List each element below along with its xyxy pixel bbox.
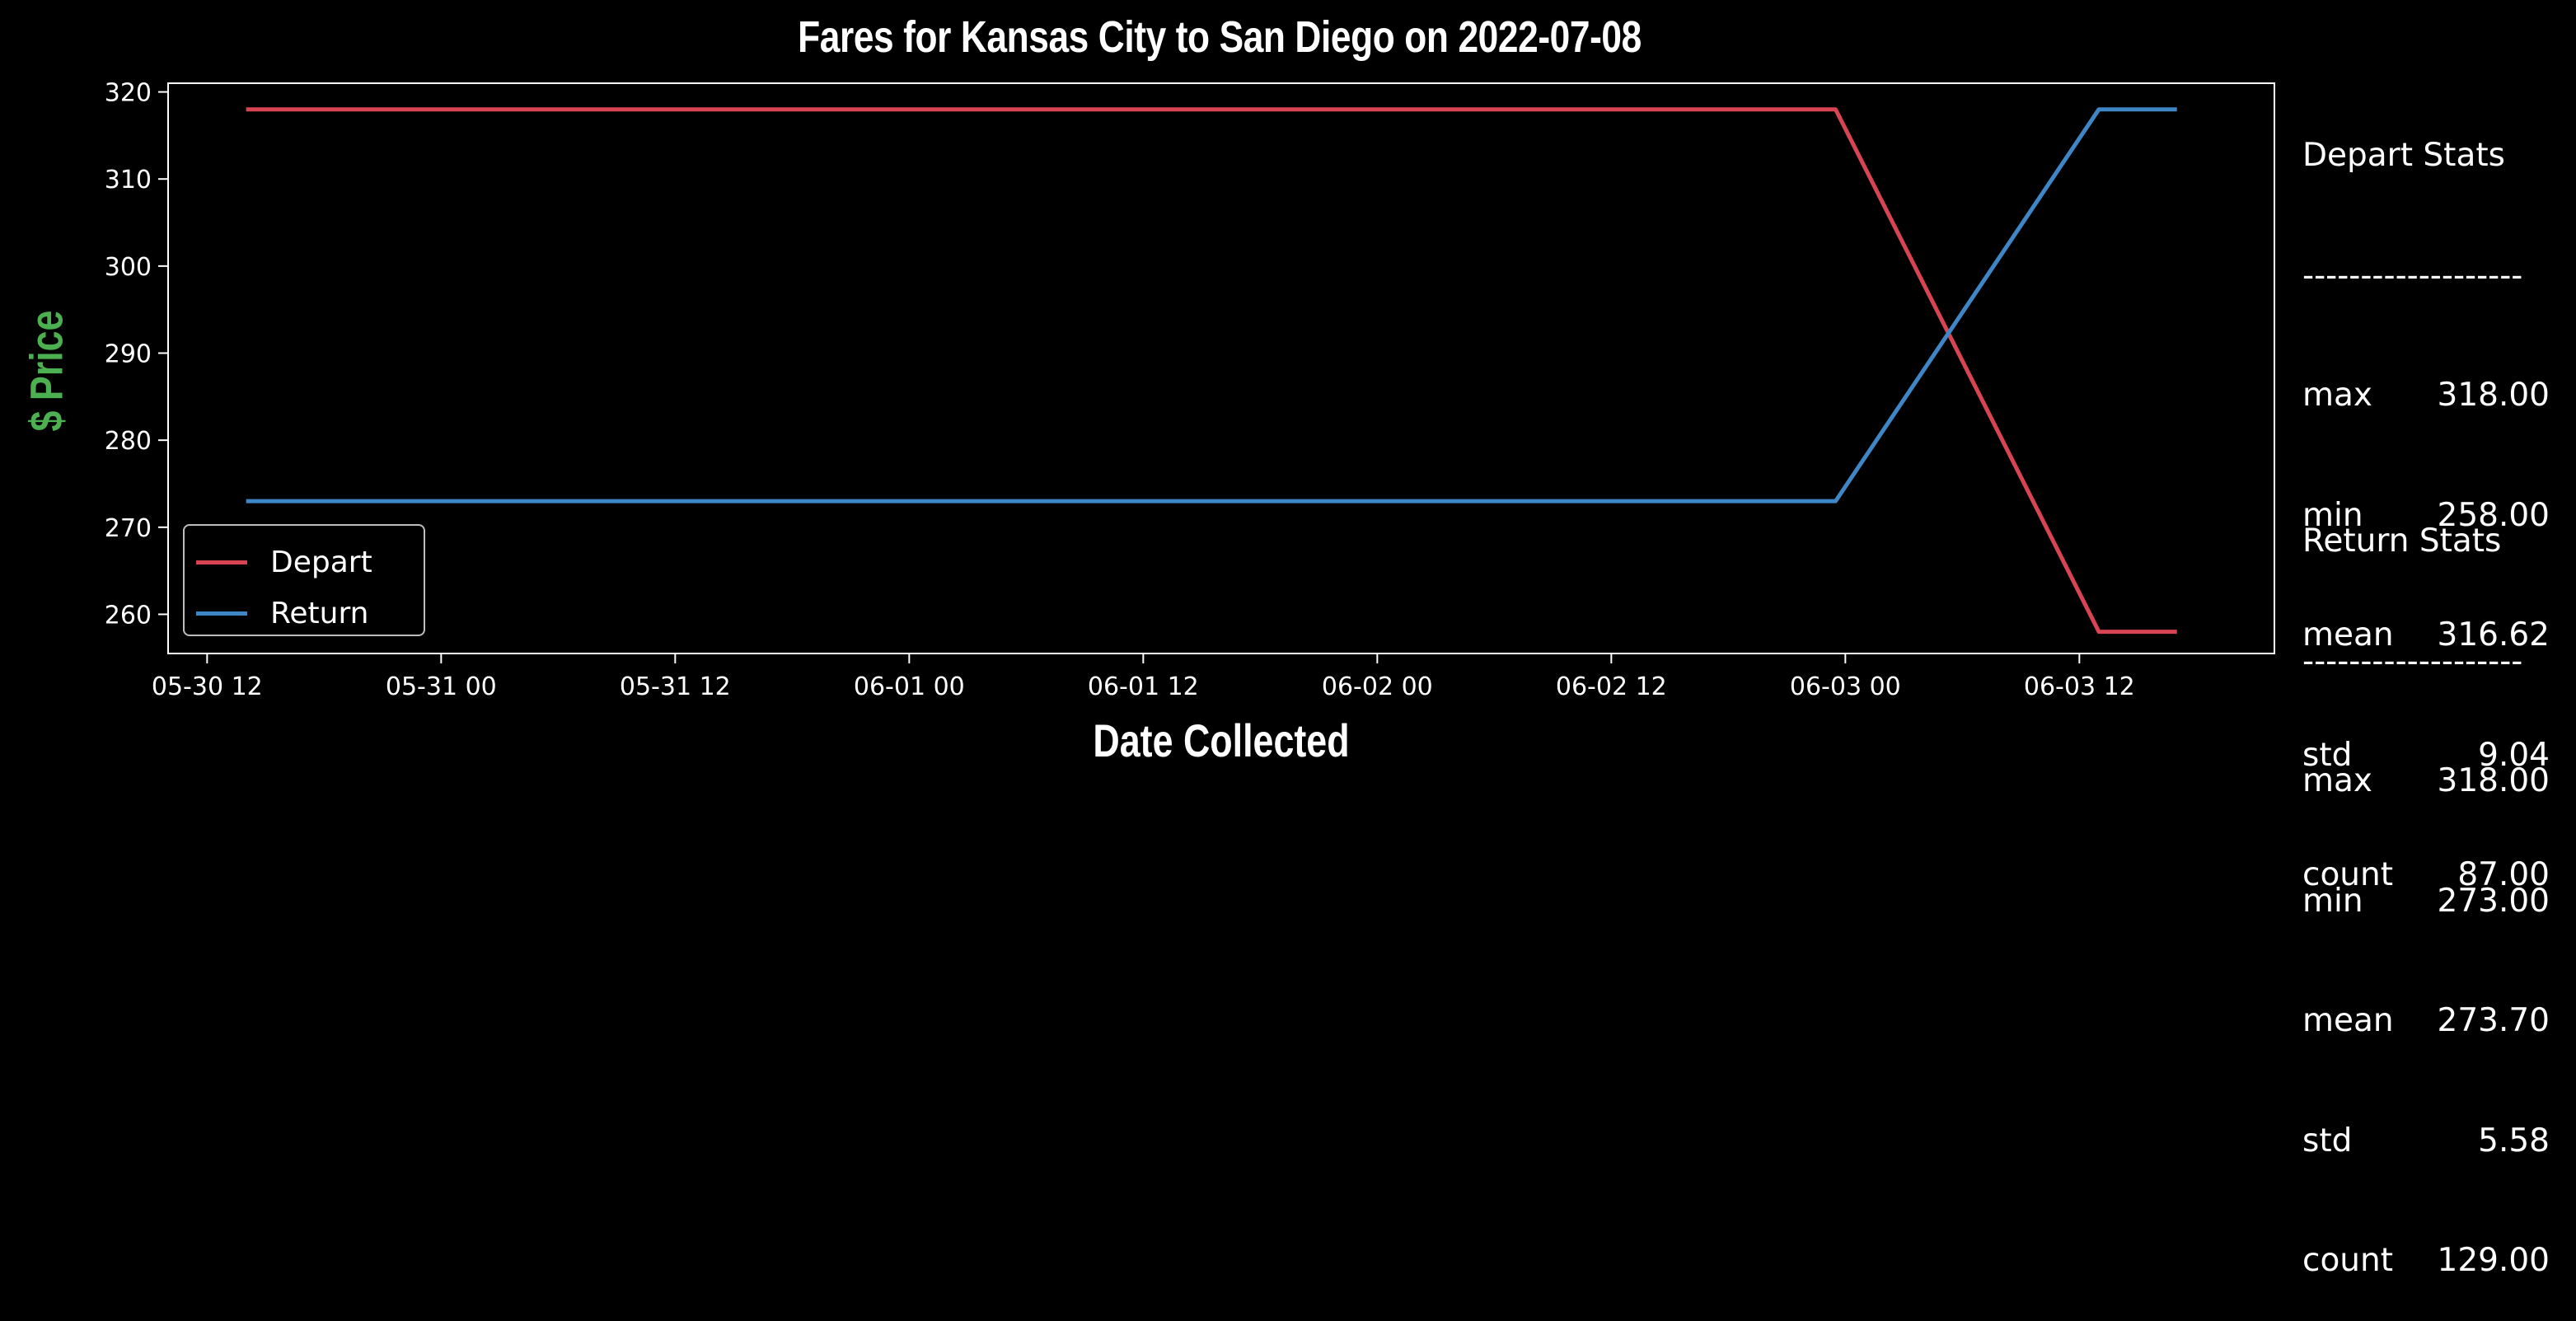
stat-row: max 318.00	[2302, 376, 2550, 416]
stat-row: mean 273.70	[2302, 1001, 2550, 1042]
depart-stats-heading: Depart Stats	[2302, 137, 2505, 174]
stat-key: min	[2302, 882, 2363, 920]
stat-value: 318.00	[2437, 762, 2550, 799]
stat-row: min 273.00	[2302, 882, 2550, 922]
y-tick-label: 260	[105, 601, 152, 630]
stat-row: std 5.58	[2302, 1122, 2550, 1162]
legend-swatch-return	[196, 611, 247, 616]
x-axis: 05-30 12 05-31 00 05-31 12 06-01 00 06-01 12…	[152, 653, 2135, 701]
stat-value: 318.00	[2437, 377, 2550, 414]
chart: 05-30 12 05-31 00 05-31 12 06-01 00 06-01 12…	[105, 79, 2275, 701]
y-tick-label: 320	[105, 79, 152, 108]
x-tick-label: 06-01 12	[1088, 672, 1199, 701]
stat-key: std	[2302, 736, 2353, 774]
stat-row: count 129.00	[2302, 1241, 2550, 1281]
stat-key: count	[2302, 1242, 2394, 1279]
stat-key: std	[2302, 1122, 2353, 1159]
stat-key: mean	[2302, 1002, 2394, 1039]
return-stats-heading: Return Stats	[2302, 522, 2502, 560]
y-tick-label: 270	[105, 514, 152, 543]
legend-label-return: Return	[270, 596, 369, 630]
series-line-return	[246, 107, 2177, 504]
stat-key: max	[2302, 762, 2372, 799]
x-tick-label: 05-31 12	[620, 672, 731, 701]
x-tick-label: 05-30 12	[152, 672, 263, 701]
y-tick-label: 310	[105, 166, 152, 194]
x-tick-label: 06-03 12	[2024, 672, 2135, 701]
depart-stats-divider: -------------------	[2302, 256, 2523, 294]
legend-item-return: Return	[196, 597, 368, 630]
return-stats-divider: -------------------	[2302, 642, 2523, 680]
x-tick-label: 05-31 00	[386, 672, 497, 701]
y-tick-label: 300	[105, 253, 152, 282]
y-tick-label: 290	[105, 340, 152, 369]
legend-item-depart: Depart	[196, 546, 372, 579]
stat-value: 9.04	[2478, 736, 2550, 774]
x-tick-label: 06-03 00	[1790, 672, 1901, 701]
return-stats-panel: Return Stats ------------------- max 318.…	[2302, 442, 2550, 1321]
chart-title: Fares for Kansas City to San Diego on 20…	[798, 12, 1642, 62]
legend-swatch-depart	[196, 560, 247, 564]
stat-key: mean	[2302, 616, 2394, 653]
x-axis-label: Date Collected	[1093, 714, 1350, 766]
x-tick-label: 06-02 12	[1556, 672, 1667, 701]
series-line-depart	[246, 107, 2177, 635]
y-axis-label: $ Price	[20, 310, 73, 432]
series-lines	[246, 107, 2177, 635]
stat-row: mean 316.62	[2302, 616, 2550, 656]
stat-key: min	[2302, 496, 2363, 534]
y-axis: 260 270 280 290 300 310 320	[105, 79, 168, 630]
stat-value: 258.00	[2437, 496, 2550, 534]
stat-value: 5.58	[2478, 1122, 2550, 1159]
stat-value: 316.62	[2437, 616, 2550, 653]
y-tick-label: 280	[105, 427, 152, 456]
stat-key: max	[2302, 377, 2372, 414]
stat-row: max 318.00	[2302, 761, 2550, 802]
stat-value: 273.00	[2437, 882, 2550, 920]
x-tick-label: 06-01 00	[854, 672, 965, 701]
plot-frame	[167, 82, 2275, 654]
legend: Depart Return	[183, 524, 425, 636]
legend-label-depart: Depart	[270, 545, 372, 579]
stat-value: 129.00	[2437, 1242, 2550, 1279]
stat-value: 273.70	[2437, 1002, 2550, 1039]
stat-row: std 9.04	[2302, 736, 2550, 776]
x-tick-label: 06-02 00	[1322, 672, 1433, 701]
stat-row: min 258.00	[2302, 496, 2550, 536]
